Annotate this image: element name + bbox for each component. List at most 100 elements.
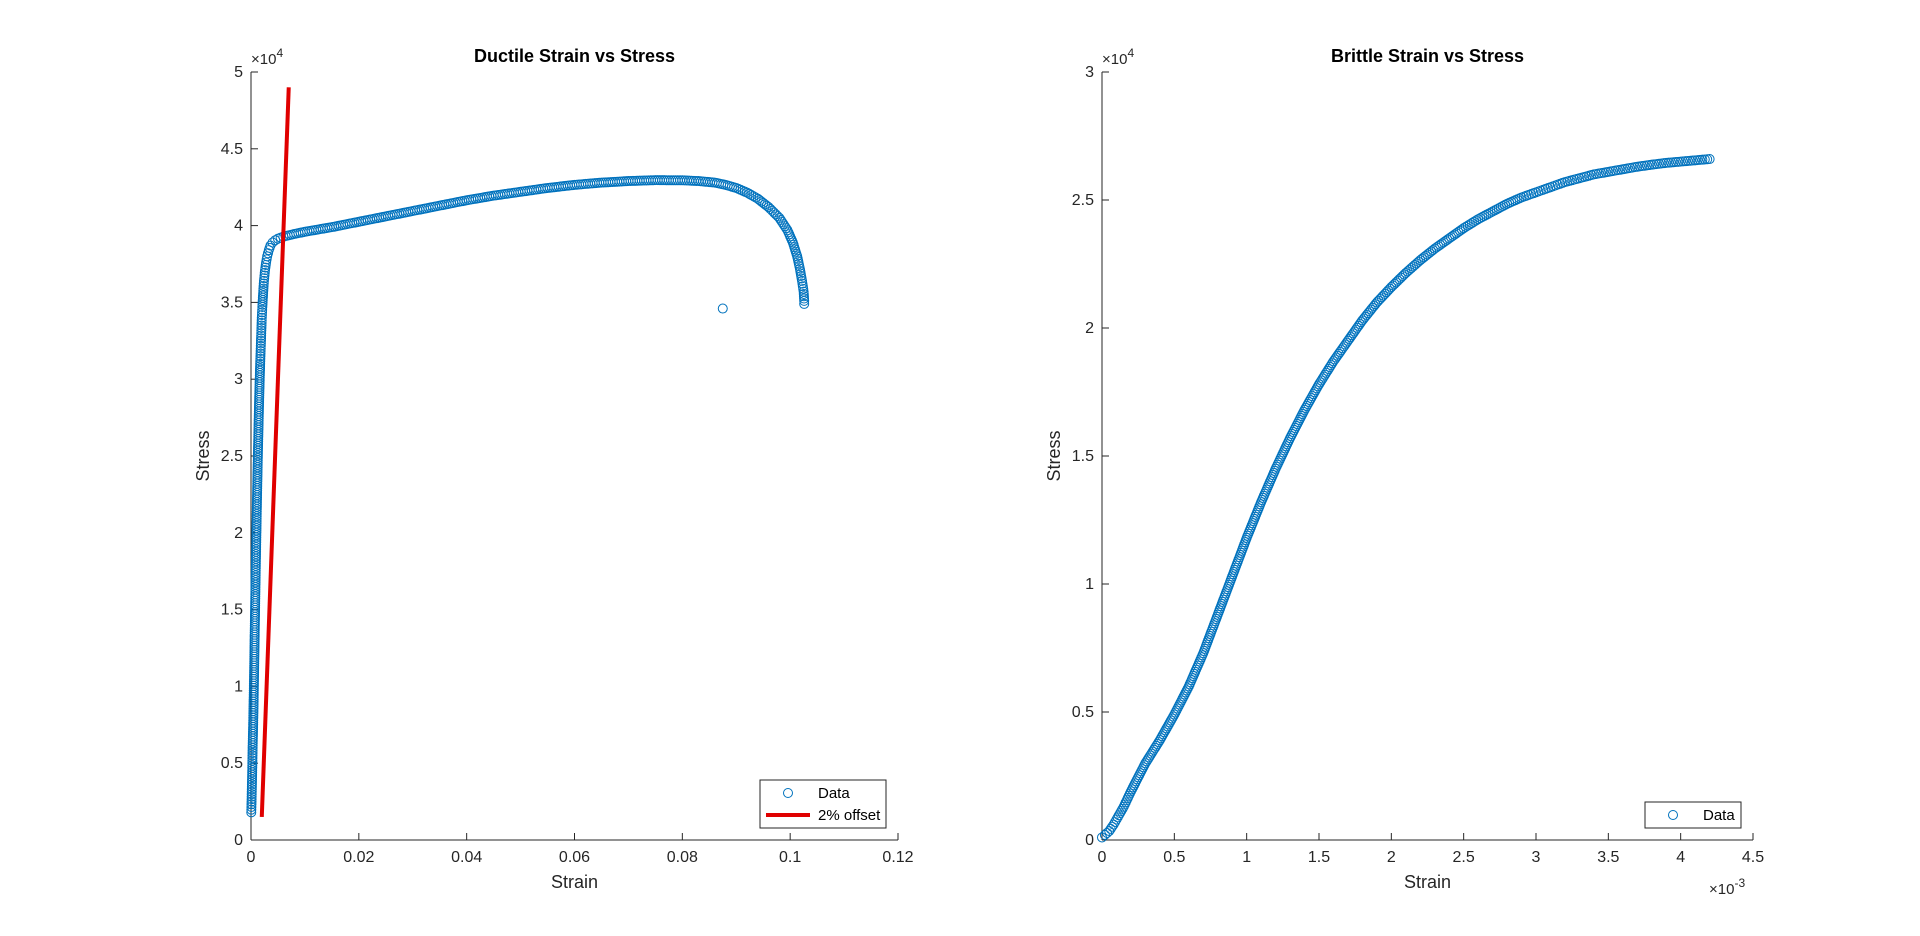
data-point (247, 750, 258, 761)
legend: Data 2% offset (759, 779, 887, 829)
x-tick-label: 0.5 (1163, 849, 1185, 866)
data-point (258, 281, 269, 292)
data-point (1436, 238, 1447, 249)
legend-label: Data (1703, 807, 1735, 824)
data-point (1438, 237, 1449, 248)
legend-box (759, 779, 887, 829)
series-data (1097, 154, 1715, 843)
y-tick-label: 1.5 (1072, 448, 1094, 465)
data-point (1119, 799, 1130, 810)
data-point (737, 185, 748, 196)
legend-label: 2% offset (818, 807, 881, 824)
data-point (246, 799, 257, 810)
chart-brittle: 0 0.5 1 1.5 2 2.5 3 3.5 4 4.500.511.522.53×104×10… (1044, 46, 1764, 898)
data-point (261, 254, 272, 265)
data-point (1704, 154, 1715, 165)
x-axis-multiplier: ×10-3 (1709, 876, 1745, 898)
series-2-offset (259, 87, 291, 818)
y-tick-label: 3.5 (221, 294, 243, 311)
data-point (255, 348, 266, 359)
y-tick-label: 0 (234, 832, 243, 849)
data-point (256, 328, 267, 339)
data-point (246, 794, 257, 805)
data-point (255, 346, 266, 357)
data-point (246, 784, 257, 795)
data-point (247, 755, 258, 766)
data-point (256, 325, 267, 336)
legend-circle-swatch (1668, 810, 1678, 820)
x-tick-label: 4 (1676, 849, 1685, 866)
data-point (1433, 241, 1444, 252)
data-point (1446, 232, 1457, 243)
data-point (255, 338, 266, 349)
data-point (731, 182, 742, 193)
x-tick-label: 0.1 (779, 849, 801, 866)
data-point (1444, 233, 1455, 244)
data-point (1122, 792, 1133, 803)
data-point (255, 351, 266, 362)
y-axis-label: Stress (1044, 430, 1064, 481)
x-tick-label: 0 (1098, 849, 1107, 866)
y-tick-label: 1 (1085, 576, 1094, 593)
data-point (256, 333, 267, 344)
data-point (1447, 230, 1458, 241)
data-point (246, 796, 257, 807)
data-point (267, 237, 278, 248)
data-point (1451, 228, 1462, 239)
x-tick-label: 1 (1242, 849, 1251, 866)
data-point (1123, 790, 1134, 801)
data-point (247, 760, 258, 771)
data-point (246, 807, 257, 818)
data-point (768, 207, 779, 218)
y-tick-label: 2.5 (221, 448, 243, 465)
y-multiplier-base: ×10 (251, 51, 276, 68)
data-point (270, 235, 281, 246)
data-point (258, 283, 269, 294)
chart-title: Brittle Strain vs Stress (1331, 46, 1524, 66)
data-point (256, 315, 267, 326)
y-tick-label: 4.5 (221, 141, 243, 158)
data-point (1435, 239, 1446, 250)
data-point (258, 278, 269, 289)
y-tick-label: 2 (234, 525, 243, 542)
data-point (261, 257, 272, 268)
data-point (246, 801, 257, 812)
data-point (256, 312, 267, 323)
offset-line (259, 87, 291, 818)
x-tick-label: 2 (1387, 849, 1396, 866)
data-point (247, 753, 258, 764)
data-point (256, 320, 267, 331)
data-point (1121, 795, 1132, 806)
x-tick-label: 1.5 (1308, 849, 1330, 866)
legend-circle-swatch (783, 788, 793, 798)
data-point (256, 317, 267, 328)
x-axis-label: Strain (551, 872, 598, 892)
data-point (258, 275, 269, 286)
data-point (1440, 235, 1451, 246)
y-tick-label: 1.5 (221, 602, 243, 619)
data-point (257, 304, 268, 315)
x-tick-label: 0.04 (451, 849, 482, 866)
data-point (786, 235, 797, 246)
data-point (256, 330, 267, 341)
data-point (256, 310, 267, 321)
data-point (799, 295, 810, 306)
data-point (1118, 801, 1129, 812)
y-multiplier-base: ×10 (1102, 51, 1127, 68)
data-point (799, 298, 810, 309)
x-tick-label: 0 (247, 849, 256, 866)
x-tick-label: 3.5 (1597, 849, 1619, 866)
y-tick-label: 2.5 (1072, 192, 1094, 209)
data-point (733, 183, 744, 194)
x-multiplier-exp: -3 (1734, 876, 1745, 890)
y-tick-label: 3 (234, 371, 243, 388)
data-point (246, 804, 257, 815)
outlier-point (717, 303, 728, 314)
y-multiplier-exp: 4 (1127, 46, 1134, 60)
data-point (255, 353, 266, 364)
data-point (1429, 243, 1440, 254)
y-multiplier-exp: 4 (276, 46, 283, 60)
data-point (259, 267, 270, 278)
data-point (1514, 193, 1525, 204)
